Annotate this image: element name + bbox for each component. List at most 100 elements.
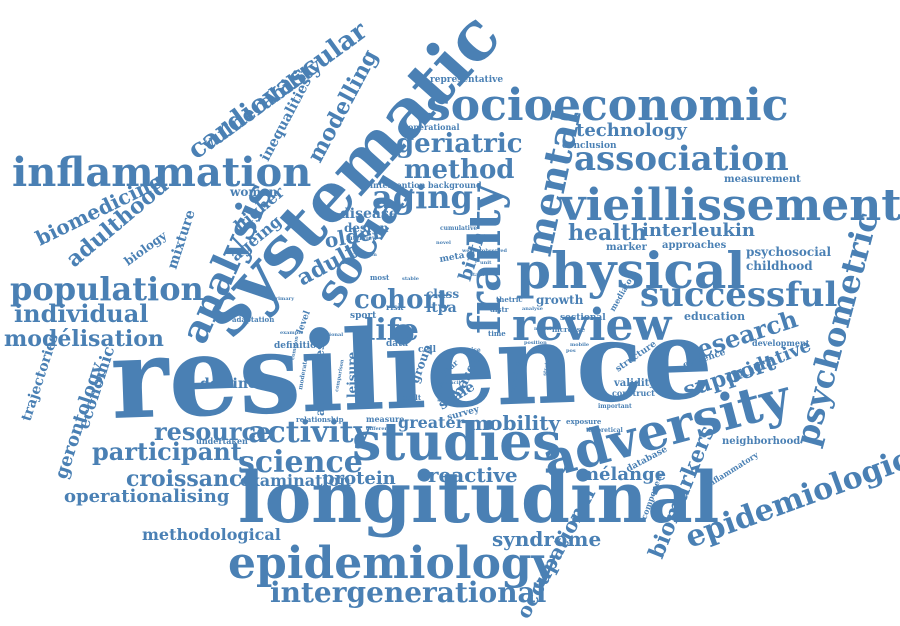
word-exposure: exposure [566, 417, 602, 426]
word-operationalising: operationalising [64, 486, 230, 507]
word-conclusion: conclusion [562, 141, 617, 151]
word-meta: meta [439, 251, 466, 265]
word-leisure: leisure [345, 351, 359, 398]
word-observed: observed [482, 248, 508, 254]
word-health: health [568, 220, 647, 246]
word-cell: cell [418, 345, 437, 355]
word-operational: operational [408, 122, 460, 132]
word-education: education [684, 310, 745, 323]
word-growth: growth [536, 293, 584, 307]
word-most: most [370, 273, 390, 282]
word-sectional: sectional [560, 313, 606, 323]
word-council: council [440, 380, 461, 386]
word-croissance: croissance [126, 466, 256, 492]
word-analyse: analyse [522, 306, 543, 312]
word-relationship: relationship [296, 415, 344, 424]
word-construct: construct [612, 388, 655, 398]
word-important: important [598, 403, 632, 410]
word-mobility: mobility [468, 411, 562, 435]
word-neighborhood: neighborhood [722, 436, 800, 447]
word-vulnerability: vulnerability [196, 52, 327, 156]
word-successful: successful [640, 275, 838, 315]
word-rise: rise [468, 347, 481, 354]
word-representative: representative [430, 75, 503, 85]
word-woman: woman [229, 185, 278, 199]
word-undertaken: undertaken [196, 436, 248, 446]
word-design: design [344, 221, 389, 235]
word-longitudinal: longitudinal [238, 456, 719, 539]
word-marker: marker [606, 242, 648, 253]
word-primary: primary [272, 296, 295, 302]
word-technology: technology [576, 120, 687, 141]
word-cumulative: cumulative [440, 225, 477, 232]
word-intervention: intervention [370, 180, 425, 190]
word-measure: measure [366, 414, 404, 424]
word-thetric: thetric [496, 295, 523, 304]
word-pos: pos [566, 348, 576, 354]
word-model: model [534, 326, 551, 332]
word-disease: disease [340, 206, 398, 222]
word-robust: robust [554, 355, 565, 392]
word-decline: decline [200, 376, 257, 392]
word-national: national [320, 332, 343, 338]
word-association: association [574, 139, 789, 179]
word-stable: stable [402, 276, 419, 282]
word-different: different [366, 426, 391, 432]
word-reactive: reactive [428, 463, 518, 487]
word-interview: interview [346, 235, 378, 242]
word-geriatric: geriatric [396, 129, 523, 159]
word-adversities: adversities [313, 343, 327, 416]
word-definition: definition [274, 341, 323, 351]
word-epidemiology: epidemiology [228, 538, 559, 589]
word-interleukin: interleukin [642, 220, 755, 241]
word-participant: participant [92, 437, 242, 466]
word-comparison: comparison [334, 359, 346, 393]
word-science: science [238, 445, 363, 480]
word-status: status [470, 272, 487, 278]
word-mobile: mobile [570, 342, 589, 348]
word-activity: activity [248, 415, 373, 450]
word-risk: risk [386, 302, 404, 312]
word-vieillissement: vieillissement [559, 180, 900, 231]
word-syndrome: syndrome [492, 527, 601, 551]
word-studies: studies [352, 412, 562, 473]
word-socioeconomic: socioeconomic [426, 80, 789, 131]
word-novel: novel [436, 240, 451, 246]
word-biology: biology [122, 228, 171, 269]
word-intergenerational: intergenerational [270, 576, 546, 609]
word-life: life [364, 313, 419, 348]
word-psychosocial: psychosocial [746, 245, 832, 259]
word-unit: unit [480, 260, 492, 266]
word-weapon: weapon [461, 248, 484, 254]
word-method: method [404, 155, 515, 185]
word-inflammation: inflammation [12, 149, 311, 196]
word-time: time [488, 329, 506, 338]
word-physical: physical [516, 241, 745, 300]
word-ltpa: ltpa [426, 300, 457, 316]
word-individual: individual [14, 299, 148, 328]
word-increase: increase [552, 325, 586, 334]
word-data: data [386, 339, 408, 349]
word-measurement: measurement [724, 174, 801, 185]
word-resilience: resilience [108, 294, 714, 444]
word-resource: resource [154, 417, 271, 446]
word-example: example [280, 330, 303, 336]
word-greater: greater [398, 413, 465, 432]
word-melange: mélange [580, 464, 666, 485]
word-normal: normal [436, 381, 445, 402]
word-adaptation: adaptation [232, 315, 274, 324]
word-form: form [470, 357, 487, 364]
word-result: result [398, 393, 422, 402]
word-aging: aging [372, 178, 473, 216]
word-review: review [512, 300, 672, 351]
word-methodological: methodological [142, 525, 281, 544]
word-theoretical: theoretical [586, 427, 624, 434]
word-modelisation: modélisation [4, 326, 164, 352]
word-class: class [426, 287, 459, 301]
word-distr: distr [490, 305, 509, 314]
word-examination: examination [240, 471, 351, 490]
word-protein: protein [322, 468, 396, 489]
word-background: background [428, 180, 482, 190]
word-common: common [290, 335, 300, 360]
